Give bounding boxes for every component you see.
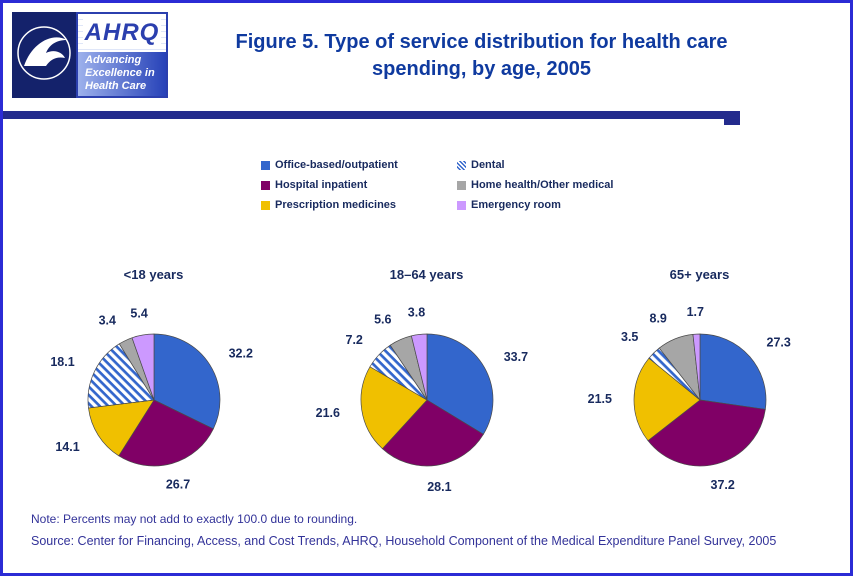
pie-slice-emergency: [410, 333, 427, 401]
pie-chart-under-18: 32.2 26.7 14.1 18.1 3.4 5.4: [17, 288, 290, 506]
logo-block: AHRQ Advancing Excellence in Health Care: [12, 12, 168, 98]
age-group-title: 18–64 years: [389, 267, 464, 282]
ahrq-tagline-line2: Excellence in: [85, 67, 155, 79]
legend-label: Home health/Other medical: [471, 179, 614, 191]
pie-slice-prescription: [633, 357, 701, 442]
pie-value-label: 18.1: [50, 355, 74, 369]
pie-value-label: 5.6: [374, 313, 391, 327]
ahrq-logo-top: AHRQ: [78, 14, 166, 52]
pie-value-label: 1.7: [686, 305, 703, 319]
ahrq-tagline-line3: Health Care: [85, 80, 147, 92]
pie-value-label: 27.3: [766, 335, 790, 349]
legend-label: Hospital inpatient: [275, 179, 368, 191]
pie-value-label: 26.7: [165, 478, 189, 492]
pie-value-label: 33.7: [503, 350, 527, 364]
legend-label: Prescription medicines: [275, 199, 397, 211]
hhs-logo: [12, 12, 76, 98]
pie-value-label: 28.1: [427, 480, 451, 494]
legend-swatch-prescription-icon: [261, 200, 270, 210]
ahrq-tagline-line1: Advancing: [85, 54, 142, 66]
legend-swatch-home_health-icon: [457, 180, 466, 190]
pie-value-label: 5.4: [130, 306, 147, 320]
ahrq-logo: AHRQ Advancing Excellence in Health Care: [76, 12, 168, 98]
pie-value-label: 3.5: [621, 330, 638, 344]
pie-slice-dental: [87, 343, 155, 409]
pie-slice-emergency: [692, 333, 700, 401]
charts-row: <18 years 32.2 26.7 14.1 18.1 3.4 5.4 18–64 y…: [17, 267, 836, 506]
age-group-title: <18 years: [123, 267, 184, 282]
header-rule: [3, 111, 740, 119]
pie-value-label: 37.2: [710, 478, 734, 492]
legend-item-hospital: Hospital inpatient: [261, 179, 457, 191]
legend-item-office: Office-based/outpatient: [261, 159, 457, 171]
chart-column-65-plus: 65+ years 27.3 37.2 21.5 3.5 8.9 1.7: [563, 267, 836, 506]
legend-item-emergency: Emergency room: [457, 199, 653, 211]
pie-slice-office: [426, 333, 493, 435]
age-group-title: 65+ years: [669, 267, 730, 282]
pie-value-label: 14.1: [55, 440, 79, 454]
legend-item-home_health: Home health/Other medical: [457, 179, 653, 191]
pie-slice-office: [153, 333, 220, 430]
figure-title-line2: spending, by age, 2005: [372, 58, 591, 80]
pie-value-label: 8.9: [649, 312, 666, 326]
pie-value-label: 21.6: [315, 406, 339, 420]
legend-item-dental: Dental: [457, 159, 653, 171]
ahrq-acronym: AHRQ: [82, 19, 162, 47]
pie-value-label: 32.2: [228, 346, 252, 360]
pie-slice-prescription: [360, 366, 428, 450]
legend-label: Office-based/outpatient: [275, 159, 398, 171]
source-text: Source: Center for Financing, Access, an…: [31, 534, 777, 548]
header-rule-cap: [724, 119, 740, 125]
pie-value-label: 21.5: [587, 392, 611, 406]
ahrq-tagline: Advancing Excellence in Health Care: [78, 52, 166, 96]
pie-chart-svg: 33.7 28.1 21.6 7.2 5.6 3.8: [315, 306, 527, 495]
chart-column-18-64: 18–64 years 33.7 28.1 21.6 7.2 5.6 3.8: [290, 267, 563, 506]
pie-chart-18-64: 33.7 28.1 21.6 7.2 5.6 3.8: [290, 288, 563, 506]
figure-title-line1: Figure 5. Type of service distribution f…: [235, 31, 728, 53]
legend: Office-based/outpatient Hospital inpatien…: [261, 155, 653, 215]
pie-chart-svg: 32.2 26.7 14.1 18.1 3.4 5.4: [50, 306, 253, 492]
legend-label: Emergency room: [471, 199, 561, 211]
pie-slice-prescription: [87, 399, 155, 457]
figure-title: Figure 5. Type of service distribution f…: [173, 29, 790, 83]
pie-slice-emergency: [131, 333, 154, 401]
legend-swatch-dental-icon: [457, 160, 466, 170]
pie-value-label: 3.4: [98, 314, 115, 328]
pie-chart-svg: 27.3 37.2 21.5 3.5 8.9 1.7: [587, 305, 790, 492]
legend-label: Dental: [471, 159, 505, 171]
pie-chart-65-plus: 27.3 37.2 21.5 3.5 8.9 1.7: [563, 288, 836, 506]
pie-slice-office: [699, 333, 766, 410]
pie-value-label: 7.2: [345, 333, 362, 347]
legend-swatch-hospital-icon: [261, 180, 270, 190]
pie-slice-hospital: [117, 399, 214, 467]
hhs-seal-icon: [12, 12, 76, 98]
pie-slice-hospital: [647, 399, 766, 467]
legend-swatch-emergency-icon: [457, 200, 466, 210]
legend-item-prescription: Prescription medicines: [261, 199, 457, 211]
pie-slice-hospital: [381, 399, 484, 467]
legend-swatch-office-icon: [261, 160, 270, 170]
pie-value-label: 3.8: [407, 306, 424, 320]
chart-column-under-18: <18 years 32.2 26.7 14.1 18.1 3.4 5.4: [17, 267, 290, 506]
note-text: Note: Percents may not add to exactly 10…: [31, 512, 358, 526]
